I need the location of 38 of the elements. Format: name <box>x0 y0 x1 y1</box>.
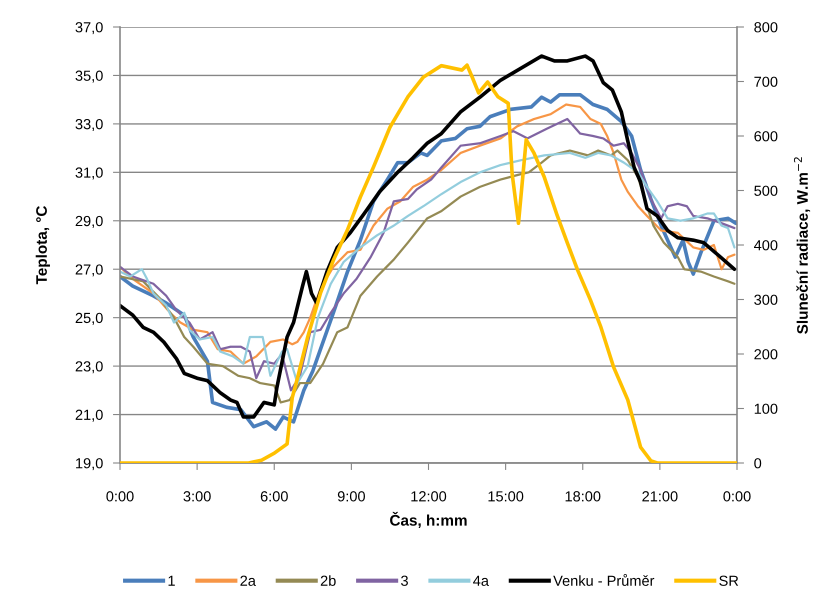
y2-tick-label: 200 <box>754 349 778 360</box>
legend-label: 1 <box>168 576 175 586</box>
y-tick-label: 27,0 <box>76 264 103 276</box>
x-tick-label: 21:00 <box>642 491 678 502</box>
legend-label: 2a <box>240 576 256 586</box>
y2-tick-label: 600 <box>754 131 778 142</box>
y2-axis-title: Sluneční radiace, W.m$^{−2}$ <box>794 157 810 334</box>
x-tick-label: 0:00 <box>106 491 134 502</box>
legend-label: 4a <box>473 576 489 586</box>
y-tick-label: 25,0 <box>76 312 103 325</box>
y-tick-label: 21,0 <box>76 410 103 422</box>
y2-tick-label: 500 <box>754 186 778 196</box>
y2-tick-label: 0 <box>754 458 762 468</box>
x-tick-label: 18:00 <box>566 491 600 502</box>
y-axis-title: Teplota, °C <box>36 206 50 284</box>
y-tick-label: 35,0 <box>76 70 103 83</box>
legend-label: Venku - Průměr <box>553 574 654 586</box>
x-tick-label: 6:00 <box>260 491 288 502</box>
x-tick-label: 9:00 <box>338 491 365 502</box>
y2-tick-label: 300 <box>754 294 778 305</box>
x-tick-label: 3:00 <box>183 491 211 502</box>
y-tick-label: 37,0 <box>76 22 103 34</box>
x-tick-label: 12:00 <box>411 491 446 502</box>
y-tick-label: 23,0 <box>76 361 103 374</box>
legend-label: 3 <box>401 576 408 586</box>
y2-tick-label: 400 <box>754 240 778 250</box>
y-tick-label: 33,0 <box>76 118 103 132</box>
x-tick-label: 15:00 <box>488 491 524 502</box>
y2-tick-label: 100 <box>754 404 778 414</box>
y-tick-label: 29,0 <box>76 216 103 228</box>
y-tick-label: 19,0 <box>76 458 103 470</box>
y-tick-label: 31,0 <box>76 167 103 180</box>
x-axis-title: Čas, h:mm <box>390 512 467 528</box>
legend-label: SR <box>719 576 738 586</box>
y2-tick-label: 700 <box>754 76 778 87</box>
legend-label: 2b <box>320 575 336 586</box>
x-tick-label: 0:00 <box>723 491 751 502</box>
y2-tick-label: 800 <box>754 22 778 32</box>
